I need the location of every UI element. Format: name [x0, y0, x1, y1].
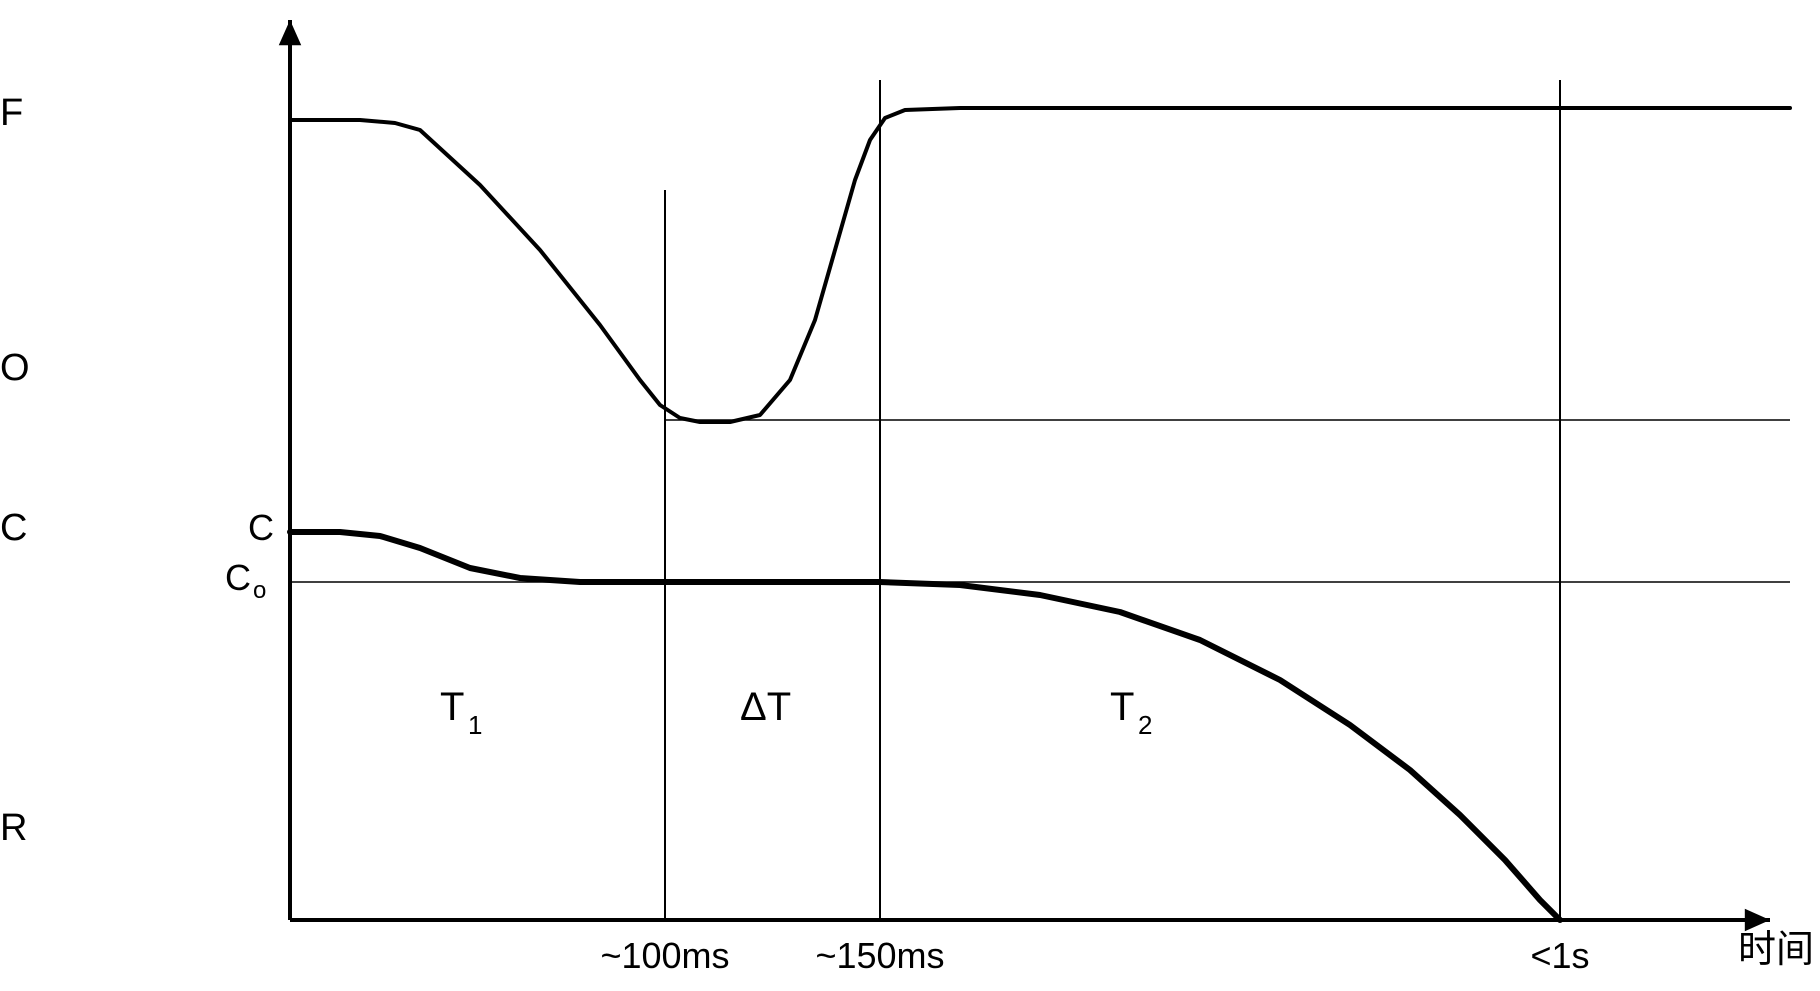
y-axis-label: F — [0, 92, 23, 134]
x-tick-label: ~150ms — [815, 935, 944, 976]
region-label: 2 — [1138, 710, 1152, 740]
curve-F — [290, 108, 1790, 422]
inline-label: o — [253, 577, 266, 604]
inline-label: C — [248, 507, 274, 548]
x-tick-label: ~100ms — [600, 935, 729, 976]
region-label: T — [1110, 685, 1134, 729]
inline-label: C — [225, 557, 251, 598]
region-label: T — [440, 685, 464, 729]
region-label: ΔT — [740, 685, 791, 729]
y-axis-label: R — [0, 807, 27, 849]
x-axis-label: 时间 — [1738, 929, 1814, 971]
x-tick-label: <1s — [1530, 935, 1589, 976]
y-axis-arrow-icon — [279, 20, 302, 45]
x-axis-arrow-icon — [1745, 909, 1770, 932]
y-axis-label: C — [0, 507, 27, 549]
region-label: 1 — [468, 710, 482, 740]
y-axis-label: O — [0, 347, 30, 389]
